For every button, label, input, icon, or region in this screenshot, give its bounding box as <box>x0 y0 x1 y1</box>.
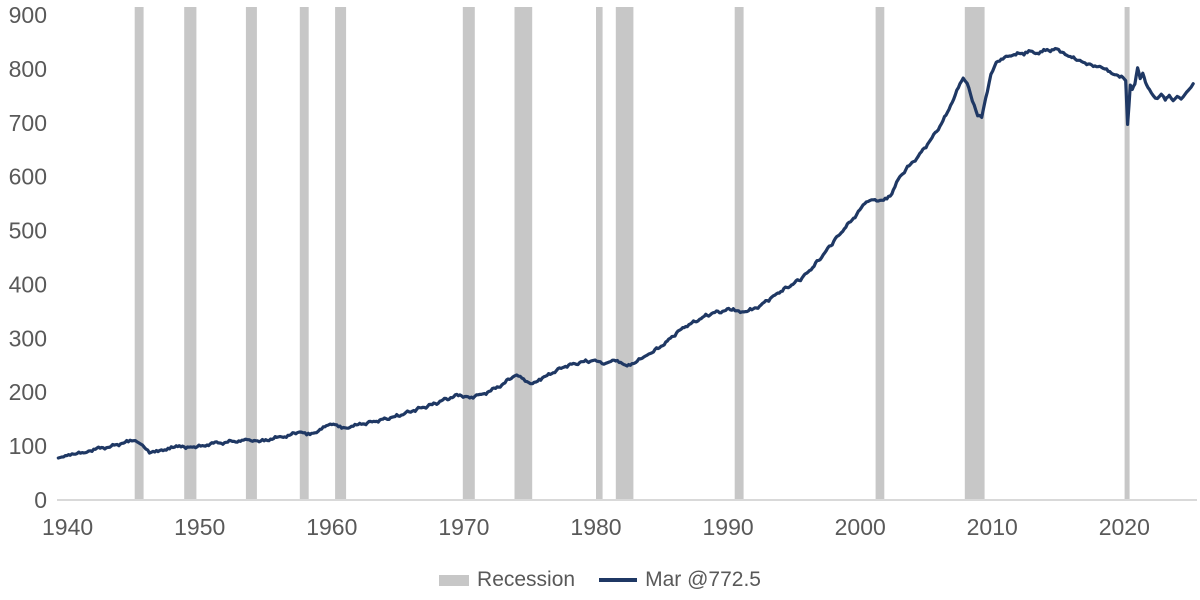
recession-band <box>335 7 347 500</box>
y-axis-labels: 0 100 200 300 400 500 600 700 800 900 <box>9 2 47 513</box>
x-axis-labels: 1940 1950 1960 1970 1980 1990 2000 2010 2020 <box>42 514 1150 540</box>
x-tick-label: 2020 <box>1099 514 1150 540</box>
recession-band <box>514 7 533 500</box>
recession-band <box>462 7 475 500</box>
recession-band <box>964 7 985 500</box>
legend-item-recession: Recession <box>439 568 575 592</box>
x-tick-label: 1990 <box>703 514 754 540</box>
x-tick-label: 2010 <box>967 514 1018 540</box>
y-tick-label: 0 <box>34 487 47 513</box>
legend-label-recession: Recession <box>477 568 576 591</box>
x-tick-label: 1970 <box>438 514 489 540</box>
y-tick-label: 600 <box>9 164 47 190</box>
series-line-icon <box>599 578 638 582</box>
recession-swatch-icon <box>439 574 470 586</box>
recession-band <box>184 7 197 500</box>
y-tick-label: 400 <box>9 271 47 297</box>
recession-band <box>134 7 144 500</box>
y-tick-label: 800 <box>9 56 47 82</box>
recession-band <box>734 7 744 500</box>
recession-band <box>245 7 257 500</box>
y-tick-label: 700 <box>9 110 47 136</box>
y-tick-label: 900 <box>9 2 47 28</box>
x-tick-label: 1950 <box>174 514 225 540</box>
x-tick-label: 1980 <box>570 514 621 540</box>
x-tick-label: 2000 <box>835 514 886 540</box>
data-line <box>56 46 1195 460</box>
recession-band <box>615 7 634 500</box>
recession-band <box>596 7 603 500</box>
legend-item-series: Mar @772.5 <box>599 568 761 592</box>
y-tick-label: 500 <box>9 218 47 244</box>
legend-label-series: Mar @772.5 <box>645 568 761 591</box>
recession-band <box>875 7 885 500</box>
recession-band <box>1124 7 1130 500</box>
x-tick-label: 1960 <box>306 514 357 540</box>
y-tick-label: 300 <box>9 325 47 351</box>
y-tick-label: 100 <box>9 433 47 459</box>
chart-legend: Recession Mar @772.5 <box>0 568 1200 592</box>
x-tick-label: 1940 <box>42 514 93 540</box>
recession-band <box>299 7 309 500</box>
y-tick-label: 200 <box>9 379 47 405</box>
recession-bands <box>134 7 1130 500</box>
